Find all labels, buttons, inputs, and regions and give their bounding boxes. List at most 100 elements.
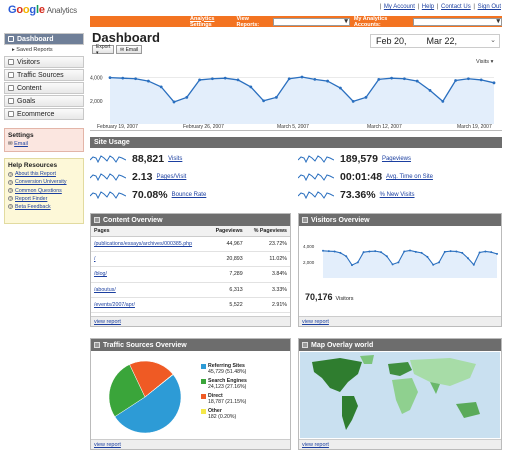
drag-handle-icon[interactable] xyxy=(94,217,100,223)
data-point[interactable] xyxy=(377,77,381,81)
page-link[interactable]: /events/2007/apr/ xyxy=(94,301,135,308)
drag-handle-icon[interactable] xyxy=(302,342,308,348)
sidebar-item-ecommerce[interactable]: Ecommerce xyxy=(4,108,84,120)
data-point[interactable] xyxy=(403,77,406,81)
data-point[interactable] xyxy=(121,76,125,80)
graph-metric-select[interactable]: Visits ▾ xyxy=(476,59,494,65)
metric-label-link[interactable]: Pages/Visit xyxy=(156,174,187,180)
my-accounts-select[interactable] xyxy=(412,17,502,26)
site-usage-metric: 2.13 Pages/Visit xyxy=(90,170,186,184)
world-map[interactable] xyxy=(300,352,500,438)
saved-reports-link[interactable]: ▸ Saved Reports xyxy=(12,47,53,53)
table-row: /blog/7,289 3.84% xyxy=(91,266,290,283)
x-axis-line xyxy=(90,130,502,131)
sidebar-item-label: Dashboard xyxy=(17,35,54,43)
metric-label-link[interactable]: Avg. Time on Site xyxy=(386,174,433,180)
metric-label-link[interactable]: Visits xyxy=(168,156,183,162)
pie-slice[interactable] xyxy=(108,364,146,418)
date-range-picker[interactable]: Feb 20, Mar 22, ⌄ xyxy=(370,34,500,48)
legend-item: Direct 18,787 (21.15%) xyxy=(201,393,247,405)
pie-slice[interactable] xyxy=(129,360,174,398)
email-button[interactable]: ✉ Email xyxy=(116,45,142,54)
data-point[interactable] xyxy=(223,76,227,80)
metric-label-link[interactable]: Pageviews xyxy=(381,156,411,162)
data-point[interactable] xyxy=(441,99,445,103)
data-point[interactable] xyxy=(339,86,342,90)
data-point[interactable] xyxy=(134,77,137,81)
data-point[interactable] xyxy=(159,85,163,89)
legend-name: Search Engines xyxy=(208,378,247,384)
pie-slice[interactable] xyxy=(144,373,174,398)
data-point[interactable] xyxy=(390,76,393,80)
panel-title: Visitors Overview xyxy=(311,216,370,224)
help-link-conversion-university[interactable]: Conversion University xyxy=(15,179,67,186)
sidebar-item-goals[interactable]: Goals xyxy=(4,95,84,107)
data-point xyxy=(467,257,469,260)
data-point[interactable] xyxy=(198,78,201,82)
table-row: / 20,893 11.02% xyxy=(91,251,290,268)
my-account-link[interactable]: My Account xyxy=(383,4,415,10)
europe xyxy=(388,362,412,376)
visits-over-time-chart: 4,000 2,000 xyxy=(90,75,496,124)
help-link-report-finder[interactable]: Report Finder xyxy=(15,195,48,202)
sidebar-item-content[interactable]: Content xyxy=(4,82,84,94)
data-point[interactable] xyxy=(467,77,470,81)
data-point[interactable] xyxy=(479,78,483,82)
help-link-about[interactable]: About this Report xyxy=(15,171,56,178)
drag-handle-icon[interactable] xyxy=(302,217,308,223)
sidebar-item-dashboard[interactable]: Dashboard xyxy=(4,33,84,45)
sidebar-item-label: Goals xyxy=(17,97,36,105)
analytics-settings-link[interactable]: Analytics Settings xyxy=(190,15,215,28)
legend-name: Other xyxy=(208,408,222,414)
legend-text: Search Engines 24,123 (27.16%) xyxy=(208,378,247,390)
view-report-link[interactable]: view report xyxy=(302,442,329,448)
pie-slice[interactable] xyxy=(114,374,182,434)
data-point[interactable] xyxy=(287,77,291,81)
view-report-link[interactable]: view report xyxy=(94,319,121,325)
data-point xyxy=(362,251,365,254)
page-link[interactable]: / xyxy=(94,256,96,263)
contact-us-link[interactable]: Contact Us xyxy=(441,4,471,10)
page-link[interactable]: /blog/ xyxy=(94,271,107,278)
page-link[interactable]: /aboutus/ xyxy=(94,286,116,293)
settings-email-link[interactable]: Email xyxy=(14,141,28,147)
data-point[interactable] xyxy=(364,95,368,99)
india xyxy=(430,382,440,394)
data-point[interactable] xyxy=(415,79,419,83)
data-point[interactable] xyxy=(300,75,304,79)
sidebar-item-traffic-sources[interactable]: Traffic Sources xyxy=(4,69,84,81)
sidebar-item-visitors[interactable]: Visitors xyxy=(4,56,84,68)
data-point[interactable] xyxy=(428,88,432,92)
data-point[interactable] xyxy=(211,77,214,81)
data-point[interactable] xyxy=(454,79,457,82)
view-reports-select[interactable] xyxy=(273,17,350,26)
help-link-beta-feedback[interactable]: Beta Feedback xyxy=(15,203,51,210)
page-link[interactable]: /publications/essays/archives/000385.php xyxy=(94,241,193,248)
data-point[interactable] xyxy=(351,99,355,103)
export-button[interactable]: Export ▾ xyxy=(92,44,114,56)
help-link[interactable]: Help xyxy=(421,4,435,10)
view-report-link[interactable]: view report xyxy=(94,442,121,448)
drag-handle-icon[interactable] xyxy=(94,342,100,348)
metric-label-link[interactable]: Bounce Rate xyxy=(171,192,207,198)
data-point xyxy=(449,250,452,253)
data-point[interactable] xyxy=(275,95,278,99)
data-point xyxy=(368,250,371,253)
sparkline-icon xyxy=(298,155,334,164)
view-report-link[interactable]: view report xyxy=(302,319,329,325)
content-overview-panel: Content Overview Pages Pageviews % Pagev… xyxy=(90,213,291,327)
metric-label-link[interactable]: % New Visits xyxy=(379,192,415,198)
data-point[interactable] xyxy=(262,99,265,103)
pageviews-pct-cell: 23.72% xyxy=(245,236,290,253)
data-point[interactable] xyxy=(326,79,329,83)
data-point[interactable] xyxy=(313,77,317,81)
data-point[interactable] xyxy=(108,76,112,79)
data-point[interactable] xyxy=(492,81,496,85)
data-point[interactable] xyxy=(172,100,176,104)
data-point[interactable] xyxy=(236,78,240,82)
data-point[interactable] xyxy=(185,95,189,99)
data-point[interactable] xyxy=(249,85,253,89)
sign-out-link[interactable]: Sign Out xyxy=(477,4,501,10)
help-link-common-questions[interactable]: Common Questions xyxy=(15,187,62,194)
data-point[interactable] xyxy=(147,79,150,83)
